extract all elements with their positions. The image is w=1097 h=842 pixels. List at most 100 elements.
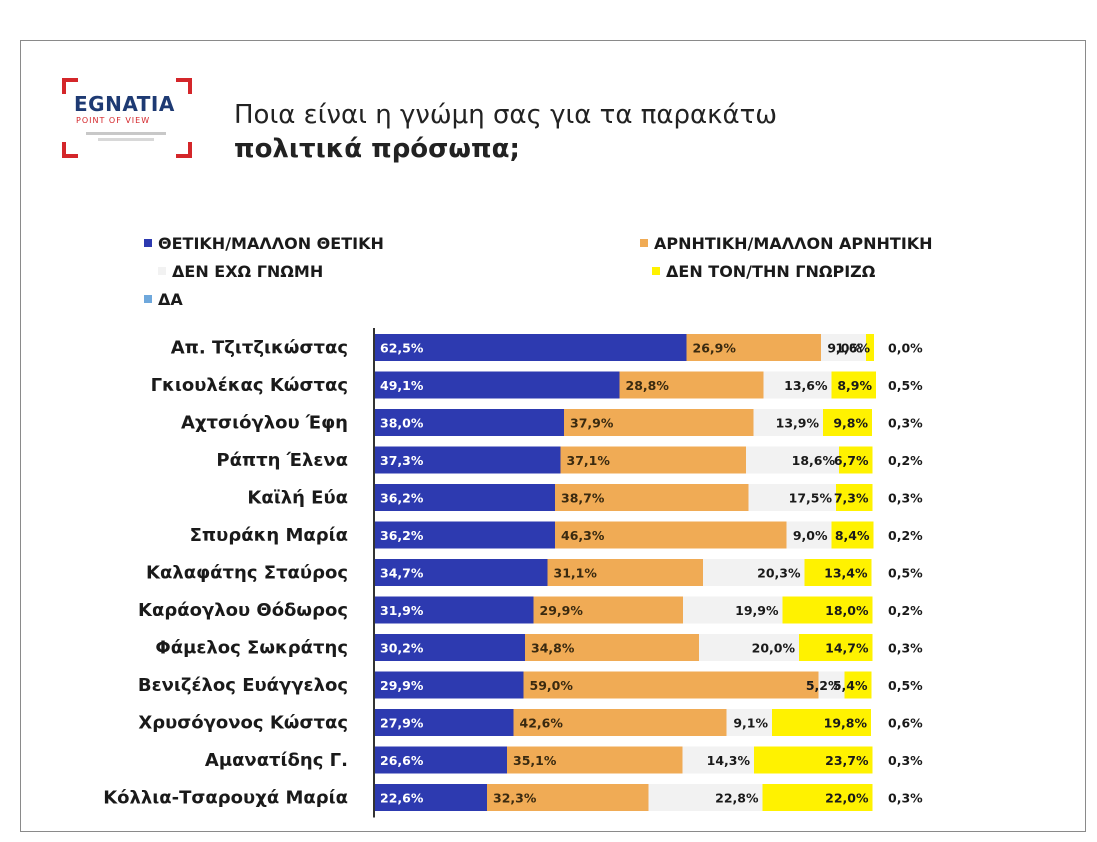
data-label-na: 0,2% — [888, 528, 923, 543]
bar-positive — [374, 784, 487, 811]
bar-dont-know — [772, 709, 871, 736]
category-label: Αχτσιόγλου Έφη — [181, 413, 348, 434]
legend-negative: ΑΡΝΗΤΙΚΗ/ΜΑΛΛΟΝ ΑΡΝΗΤΙΚΗ — [640, 234, 933, 253]
data-label: 31,1% — [554, 566, 598, 581]
data-label: 9,0% — [827, 341, 862, 356]
bar-positive — [374, 484, 555, 511]
data-label: 5,2% — [806, 678, 841, 693]
logo-subtitle: POINT OF VIEW — [76, 116, 151, 125]
data-label: 13,4% — [824, 566, 868, 581]
data-label: 8,4% — [835, 528, 870, 543]
data-label: 14,3% — [707, 753, 751, 768]
data-label: 37,9% — [570, 416, 614, 431]
bar-positive — [374, 746, 507, 774]
bar-negative — [487, 784, 649, 811]
category-label: Κόλλια-Τσαρουχά Μαρία — [103, 788, 348, 809]
data-label-na: 0,2% — [888, 453, 923, 468]
data-label: 29,9% — [380, 678, 424, 693]
category-label: Βενιζέλος Ευάγγελος — [138, 675, 348, 696]
legend-swatch-positive — [144, 239, 152, 247]
bar-no-opinion — [753, 409, 823, 436]
title-line-1: Ποια είναι η γνώμη σας για τα παρακάτω — [234, 100, 778, 130]
bar-dont-know — [799, 634, 873, 661]
data-label: 30,2% — [380, 641, 424, 656]
bar-negative — [555, 484, 749, 511]
bar-negative — [533, 596, 683, 624]
bar-negative — [507, 746, 683, 774]
bar-dont-know — [754, 746, 873, 774]
category-label: Καλαφάτης Σταύρος — [146, 563, 348, 584]
bar-dont-know — [782, 596, 873, 624]
data-label: 36,2% — [380, 528, 424, 543]
data-label: 6,7% — [834, 453, 869, 468]
legend-swatch-dont-know — [652, 267, 660, 275]
bar-positive — [374, 371, 620, 399]
legend-label-negative: ΑΡΝΗΤΙΚΗ/ΜΑΛΛΟΝ ΑΡΝΗΤΙΚΗ — [654, 234, 933, 253]
data-label-na: 0,0% — [888, 341, 923, 356]
bar-no-opinion — [682, 746, 754, 774]
bar-no-opinion — [683, 596, 783, 624]
category-label: Σπυράκη Μαρία — [190, 525, 348, 546]
egnatia-logo: EGNATIA POINT OF VIEW — [62, 78, 192, 158]
bar-positive — [374, 634, 525, 661]
legend-swatch-negative — [640, 239, 648, 247]
bar-negative — [555, 521, 787, 549]
data-label-na: 0,6% — [888, 716, 923, 731]
data-label: 36,2% — [380, 491, 424, 506]
data-label: 37,3% — [380, 453, 424, 468]
category-label: Ράπτη Έλενα — [216, 450, 348, 471]
data-label: 35,1% — [513, 753, 557, 768]
data-label: 46,3% — [561, 528, 605, 543]
data-label-na: 0,5% — [888, 566, 923, 581]
data-label: 7,3% — [834, 491, 869, 506]
data-label: 9,1% — [733, 716, 768, 731]
bar-no-opinion — [763, 371, 832, 399]
legend-swatch-na — [144, 295, 152, 303]
bar-positive — [374, 559, 548, 586]
legend-label-na: ΔΑ — [158, 290, 183, 309]
legend-swatch-no-opinion — [158, 267, 166, 275]
legend-no-opinion: ΔΕΝ ΕΧΩ ΓΝΩΜΗ — [158, 262, 323, 281]
data-label: 18,6% — [792, 453, 836, 468]
data-label-na: 0,3% — [888, 753, 923, 768]
bar-dont-know — [831, 371, 876, 399]
data-label: 37,1% — [567, 453, 611, 468]
bar-dont-know — [823, 409, 872, 436]
category-label: Απ. Τζιτζικώστας — [171, 338, 348, 359]
bar-dont-know — [762, 784, 873, 811]
bar-positive — [374, 521, 555, 549]
data-label: 13,6% — [784, 378, 828, 393]
data-label: 17,5% — [789, 491, 833, 506]
data-label: 28,8% — [626, 378, 670, 393]
data-label-na: 0,5% — [888, 678, 923, 693]
data-label-na: 0,3% — [888, 791, 923, 806]
bar-no-opinion — [818, 671, 845, 699]
data-label: 19,9% — [735, 603, 779, 618]
data-label: 5,4% — [833, 678, 868, 693]
category-label: Καϊλή Εύα — [247, 488, 348, 509]
data-label: 9,0% — [793, 528, 828, 543]
data-label: 18,0% — [825, 603, 869, 618]
data-label: 26,6% — [380, 753, 424, 768]
bar-no-opinion — [703, 559, 805, 586]
data-label-na: 0,2% — [888, 603, 923, 618]
bar-negative — [560, 446, 746, 474]
legend-positive: ΘΕΤΙΚΗ/ΜΑΛΛΟΝ ΘΕΤΙΚΗ — [144, 234, 384, 253]
data-label: 22,0% — [825, 791, 869, 806]
bar-dont-know — [844, 671, 872, 699]
bar-no-opinion — [648, 784, 763, 811]
bar-no-opinion — [786, 521, 832, 549]
bar-dont-know — [839, 446, 873, 474]
legend-dont-know: ΔΕΝ ΤΟΝ/ΤΗΝ ΓΝΩΡΙΖΩ — [652, 262, 875, 281]
bar-positive — [374, 334, 687, 361]
bar-positive — [374, 446, 561, 474]
data-label: 38,0% — [380, 416, 424, 431]
category-label: Καράογλου Θόδωρος — [138, 600, 348, 621]
logo-line — [86, 132, 166, 135]
data-label: 14,7% — [825, 641, 869, 656]
bar-negative — [547, 559, 703, 586]
data-label-na: 0,3% — [888, 416, 923, 431]
logo-corner — [176, 142, 192, 158]
data-label: 38,7% — [561, 491, 605, 506]
title-line-2: πολιτικά πρόσωπα; — [234, 134, 520, 164]
